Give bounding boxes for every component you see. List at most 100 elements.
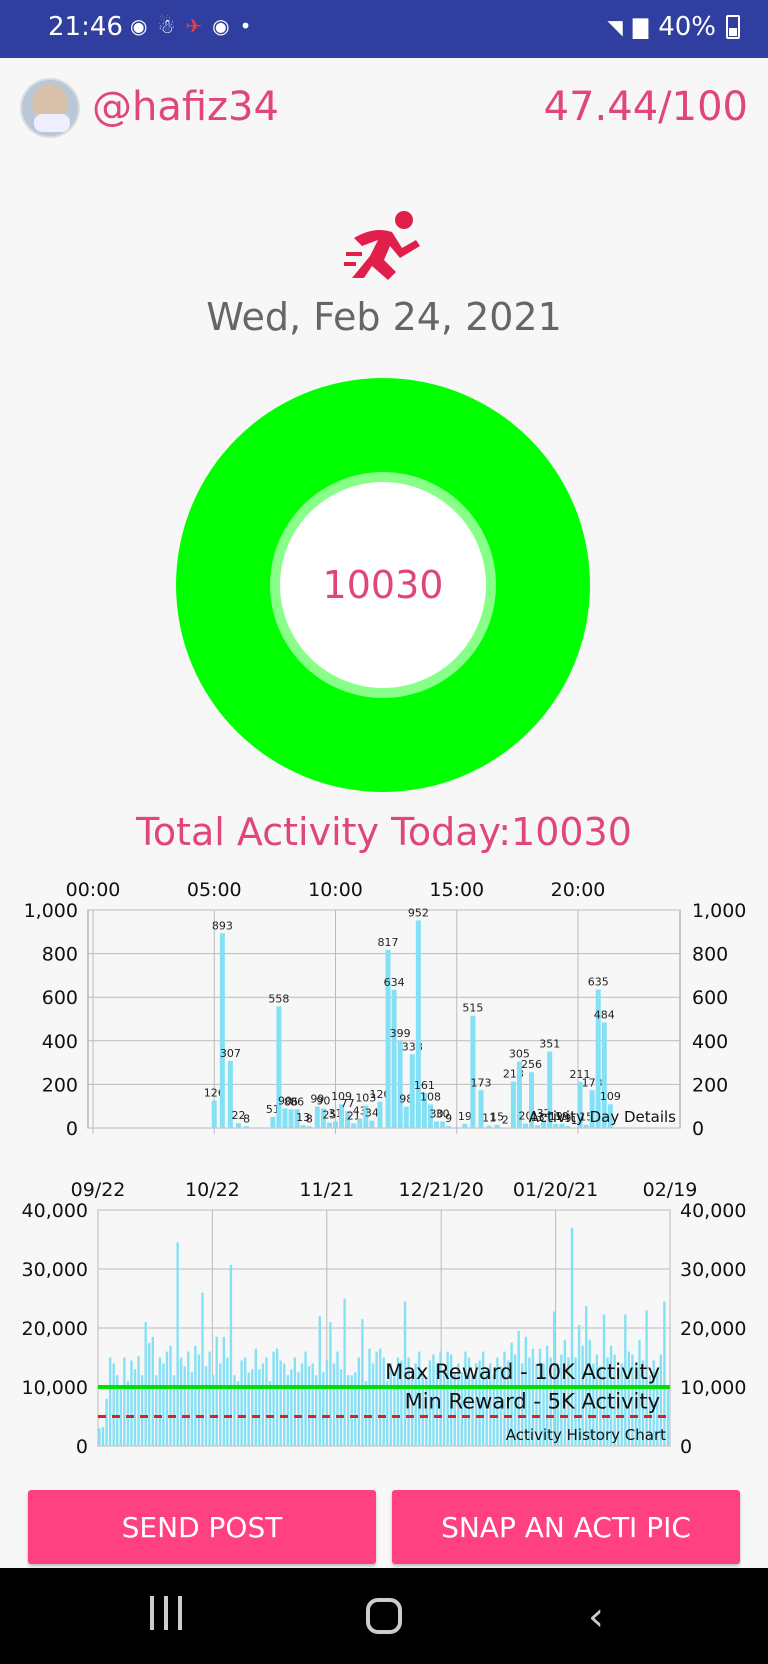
data-label: 21: [347, 1109, 361, 1122]
bar: [270, 1116, 276, 1128]
runner-icon: ✈: [185, 14, 203, 38]
data-label: 9: [564, 1112, 571, 1125]
bar: [243, 1357, 247, 1446]
bar: [425, 1378, 428, 1446]
bar: [187, 1351, 190, 1446]
bar: [361, 1319, 364, 1446]
bar: [318, 1316, 321, 1446]
bar: [601, 1022, 607, 1128]
bar: [577, 1082, 583, 1128]
bar: [460, 1372, 464, 1446]
bar: [251, 1369, 254, 1446]
data-label: 120: [369, 1088, 390, 1101]
header: @hafiz34 47.44/100: [0, 58, 768, 158]
bar: [382, 1357, 385, 1446]
avatar[interactable]: [20, 78, 80, 138]
username[interactable]: @hafiz34: [92, 84, 279, 130]
wifi-icon: ◥: [607, 15, 623, 39]
runner-icon: [344, 211, 420, 280]
bar: [453, 1372, 456, 1446]
bar: [233, 1375, 236, 1446]
bar: [474, 1363, 478, 1446]
data-label: 817: [378, 936, 399, 949]
activity-date: Wed, Feb 24, 2021: [206, 295, 562, 339]
y-tick-label-left: 0: [76, 1436, 88, 1458]
bar: [180, 1357, 183, 1446]
bar: [503, 1351, 506, 1446]
bar: [421, 1372, 424, 1446]
total-activity-label: Total Activity Today:10030: [136, 810, 632, 854]
bar: [559, 1123, 565, 1128]
bar: [357, 1357, 361, 1446]
chart-caption: Activity History Chart: [506, 1426, 666, 1444]
bar: [258, 1369, 261, 1446]
bar: [641, 1360, 645, 1446]
bar: [489, 1363, 492, 1446]
bar: [194, 1345, 197, 1446]
bar: [116, 1375, 119, 1446]
data-label: 31: [329, 1107, 343, 1120]
bar: [471, 1375, 474, 1446]
home-icon[interactable]: [366, 1598, 402, 1634]
bar: [567, 1357, 570, 1446]
bar: [462, 1123, 468, 1128]
bar: [663, 1301, 666, 1446]
status-bar: 21:46 ◉ ☃ ✈ ◉ • ◥ ▇ 40%: [0, 0, 768, 58]
y-tick-label-left: 1,000: [24, 900, 78, 922]
bar: [528, 1357, 531, 1446]
data-label: 9: [445, 1112, 452, 1125]
bar: [510, 1342, 513, 1446]
bar: [521, 1363, 524, 1446]
messenger-icon: ◉: [212, 14, 230, 38]
bar: [391, 989, 397, 1128]
bar: [427, 1104, 433, 1128]
bar: [522, 1123, 528, 1128]
bar: [414, 1363, 417, 1446]
system-icons: ◥ ▇ 40%: [607, 12, 740, 42]
y-tick-label-left: 200: [42, 1074, 78, 1096]
bar: [652, 1360, 655, 1446]
bar: [589, 1090, 595, 1128]
data-label: 109: [600, 1090, 621, 1103]
battery-icon: [726, 15, 740, 39]
data-label: 19: [555, 1110, 569, 1123]
bar: [535, 1363, 538, 1446]
recent-apps-icon[interactable]: [150, 1594, 192, 1640]
bar: [211, 1100, 217, 1128]
bar: [393, 1375, 396, 1446]
data-label: 25: [322, 1109, 336, 1122]
snap-picture-button[interactable]: SNAP AN ACTI PIC: [392, 1490, 740, 1564]
x-tick-label: 11/21: [299, 1179, 354, 1201]
bar: [369, 1120, 375, 1128]
bar: [446, 1351, 449, 1446]
bar: [119, 1387, 122, 1446]
data-label: 307: [220, 1047, 241, 1060]
bar: [450, 1354, 453, 1446]
bar: [434, 1121, 440, 1128]
y-tick-label-right: 40,000: [680, 1200, 746, 1222]
y-tick-label-left: 400: [42, 1031, 78, 1053]
bar: [624, 1314, 627, 1446]
bar: [254, 1348, 257, 1446]
data-label: 77: [341, 1097, 355, 1110]
activity-ring: 10030: [176, 378, 590, 792]
data-label: 952: [408, 906, 429, 919]
bar: [428, 1360, 432, 1446]
bar: [364, 1381, 368, 1446]
back-icon[interactable]: ‹: [588, 1594, 604, 1640]
bar: [98, 1428, 101, 1446]
bar: [322, 1372, 325, 1446]
bar: [371, 1363, 375, 1446]
bar: [529, 1072, 535, 1128]
bar: [183, 1366, 186, 1446]
ring-inner: 10030: [270, 472, 496, 698]
data-label: 558: [268, 992, 289, 1005]
bar: [293, 1357, 297, 1446]
bar: [659, 1354, 662, 1446]
bar: [553, 1311, 556, 1446]
bar: [236, 1381, 240, 1446]
bar: [403, 1301, 407, 1446]
ring-value: 10030: [322, 563, 444, 607]
signal-icon: ▇: [632, 15, 649, 39]
send-post-button[interactable]: SEND POST: [28, 1490, 376, 1564]
